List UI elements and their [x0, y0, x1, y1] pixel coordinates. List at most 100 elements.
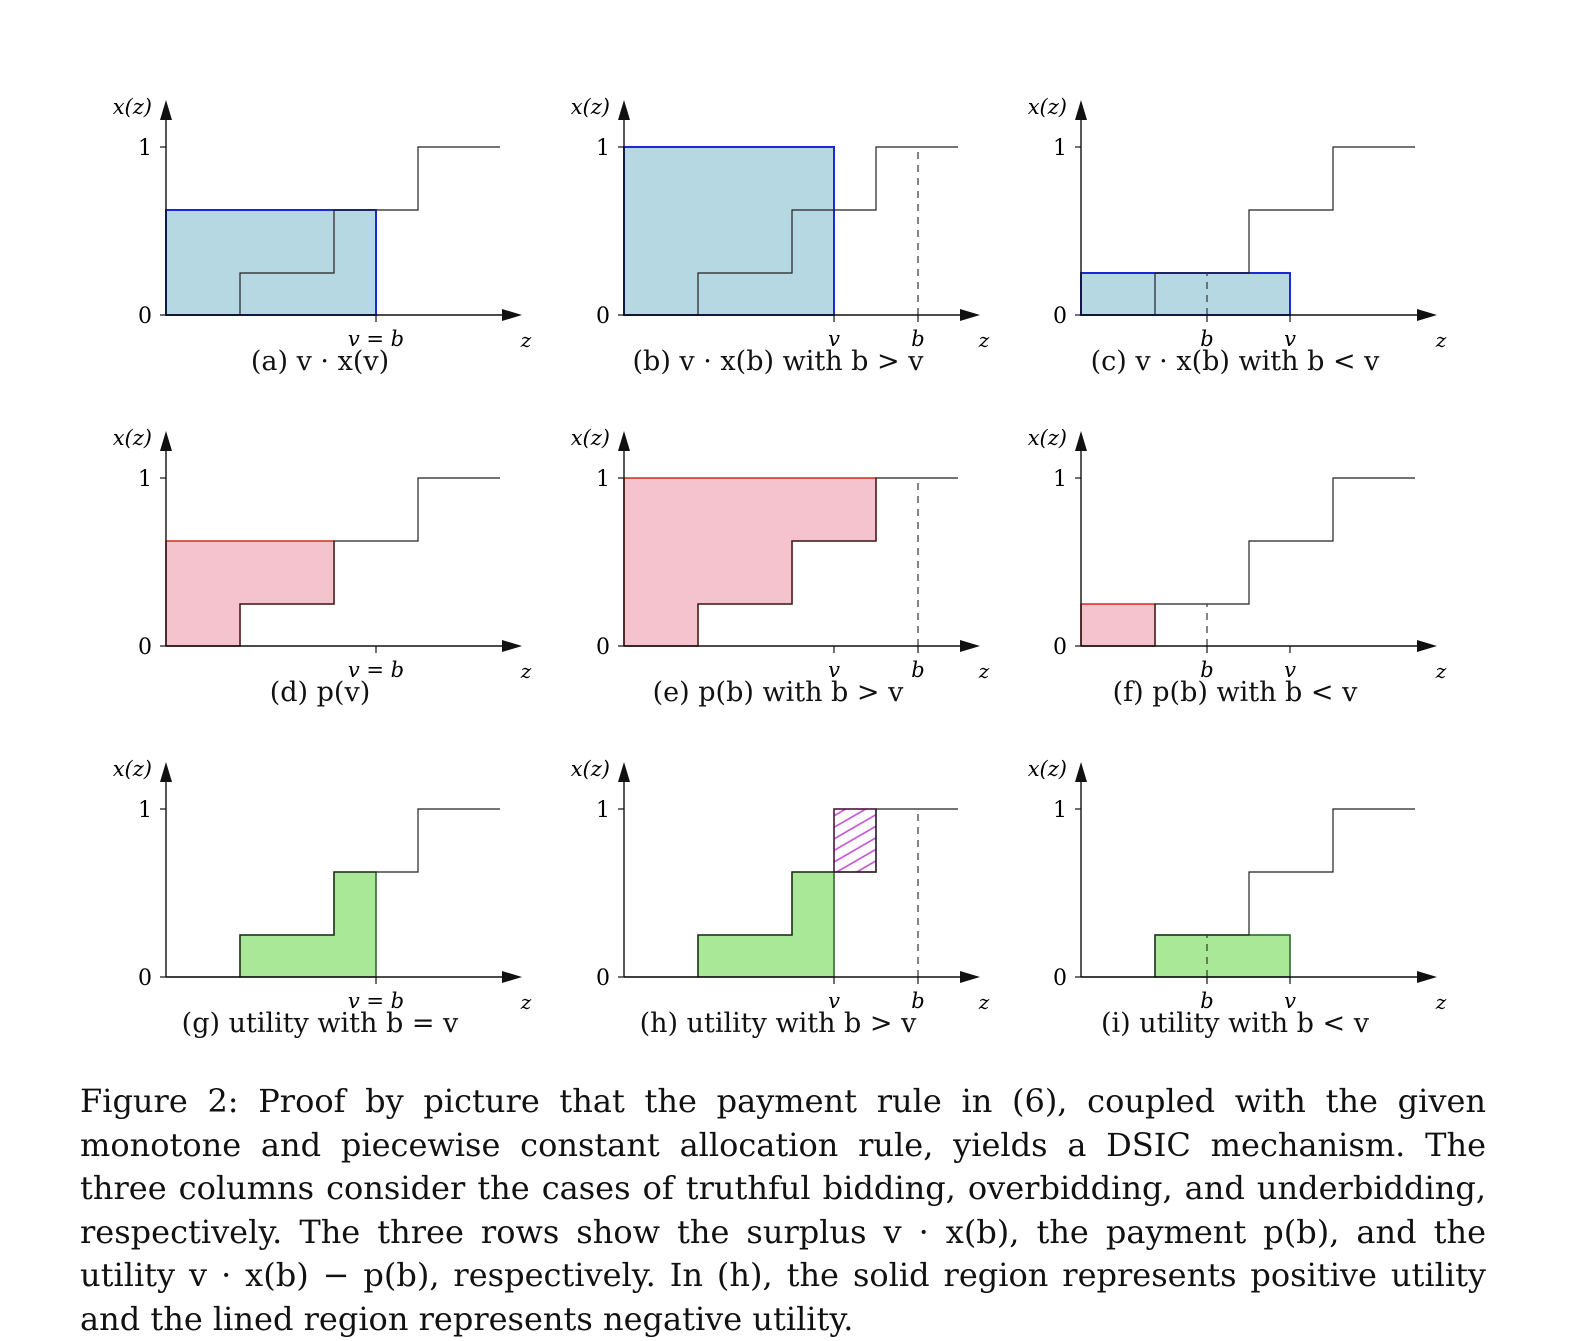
figure-grid: 0 1 x(z) z v = b (a) v · x(v) 0 1 x(z) z v b (b) v ·… — [80, 88, 1475, 1039]
x-axis-label: z — [520, 990, 532, 1014]
x-axis-arrow — [960, 309, 980, 321]
x-axis-arrow — [1417, 309, 1437, 321]
figure-caption: Figure 2: Proof by picture that the paym… — [80, 1080, 1486, 1341]
x-axis-label: z — [1435, 659, 1447, 683]
x-axis-label: z — [978, 328, 990, 352]
y-tick-label: 0 — [1053, 966, 1067, 991]
allocation-curve — [1081, 808, 1415, 978]
x-tick-label: v — [1284, 658, 1296, 682]
y-axis-label: x(z) — [571, 757, 610, 781]
figure-caption-text: Figure 2: Proof by picture that the paym… — [80, 1082, 1486, 1338]
payment-region — [1080, 603, 1156, 647]
panel-f-plot: 0 1 x(z) z b v — [1028, 426, 1447, 683]
x-tick-label: v — [1284, 327, 1296, 351]
y-axis-arrow — [1075, 762, 1087, 782]
utility-region — [1154, 934, 1291, 978]
y-tick-label: 1 — [1053, 467, 1067, 492]
y-axis-label: x(z) — [1028, 757, 1067, 781]
y-axis-label: x(z) — [113, 426, 152, 450]
panel-i: 0 1 x(z) z b v (i) utility with b < v — [995, 750, 1475, 1080]
panel-c: 0 1 x(z) z b v (c) v · x(b) with b < v — [995, 88, 1475, 418]
panel-caption: (b) v · x(b) with b > v — [632, 346, 924, 377]
y-tick-label: 1 — [1053, 136, 1067, 161]
x-tick-label: v — [828, 989, 840, 1013]
x-axis-label: z — [978, 659, 990, 683]
panel-g: 0 1 x(z) z v = b (g) utility with b = v — [80, 750, 560, 1080]
x-tick-label: v = b — [348, 989, 404, 1013]
y-axis-arrow — [1075, 431, 1087, 451]
y-tick-label: 1 — [138, 136, 152, 161]
y-axis-label: x(z) — [571, 426, 610, 450]
allocation-curve — [624, 808, 958, 978]
allocation-curve — [1081, 477, 1415, 647]
payment-region — [623, 477, 877, 647]
y-tick-label: 0 — [596, 304, 610, 329]
x-axis-arrow — [502, 640, 522, 652]
y-tick-label: 1 — [1053, 798, 1067, 823]
x-axis-label: z — [520, 659, 532, 683]
x-tick-label: v — [1284, 989, 1296, 1013]
panel-b-plot: 0 1 x(z) z v b — [571, 95, 990, 352]
negative-utility-region — [833, 808, 877, 873]
allocation-curve — [166, 477, 500, 647]
panel-caption: (a) v · x(v) — [250, 346, 390, 377]
panel-i-plot: 0 1 x(z) z b v — [1028, 757, 1447, 1014]
y-axis-arrow — [618, 100, 630, 120]
x-axis-label: z — [1435, 990, 1447, 1014]
allocation-curve — [1081, 146, 1415, 316]
y-axis-arrow — [618, 762, 630, 782]
allocation-curve — [166, 146, 500, 316]
panel-caption: (e) p(b) with b > v — [652, 677, 904, 708]
allocation-curve — [624, 477, 958, 647]
y-axis-label: x(z) — [113, 95, 152, 119]
panel-h-plot: 0 1 x(z) z v b — [571, 757, 990, 1014]
y-tick-label: 1 — [138, 798, 152, 823]
panel-h: 0 1 x(z) z v b (h) utility with b > v — [538, 750, 1018, 1080]
panel-c-plot: 0 1 x(z) z b v — [1028, 95, 1447, 352]
x-axis-arrow — [1417, 971, 1437, 983]
panel-caption: (g) utility with b = v — [181, 1008, 459, 1039]
allocation-curve — [166, 808, 500, 978]
x-tick-label: b — [1200, 327, 1213, 351]
y-tick-label: 0 — [1053, 304, 1067, 329]
x-axis-label: z — [1435, 328, 1447, 352]
y-axis-arrow — [160, 431, 172, 451]
y-tick-label: 0 — [596, 635, 610, 660]
y-axis-arrow — [160, 762, 172, 782]
y-tick-label: 0 — [138, 966, 152, 991]
y-axis-label: x(z) — [1028, 95, 1067, 119]
y-tick-label: 1 — [596, 467, 610, 492]
x-tick-label: b — [911, 327, 924, 351]
x-tick-label: v — [828, 327, 840, 351]
panel-d: 0 1 x(z) z v = b (d) p(v) — [80, 419, 560, 749]
surplus-region — [165, 209, 377, 316]
panel-caption: (i) utility with b < v — [1100, 1008, 1369, 1039]
x-tick-label: v — [828, 658, 840, 682]
x-tick-label: v = b — [348, 658, 404, 682]
y-axis-arrow — [1075, 100, 1087, 120]
surplus-region — [623, 146, 835, 316]
x-axis-label: z — [978, 990, 990, 1014]
x-tick-label: b — [1200, 658, 1213, 682]
y-tick-label: 0 — [596, 966, 610, 991]
y-tick-label: 1 — [596, 798, 610, 823]
panel-caption: (f) p(b) with b < v — [1112, 677, 1358, 708]
y-tick-label: 1 — [138, 467, 152, 492]
x-tick-label: b — [1200, 989, 1213, 1013]
allocation-curve — [624, 146, 958, 316]
surplus-region — [1080, 272, 1291, 316]
payment-region — [165, 540, 335, 647]
x-tick-label: b — [911, 658, 924, 682]
panel-e: 0 1 x(z) z v b (e) p(b) with b > v — [538, 419, 1018, 749]
x-axis-arrow — [960, 640, 980, 652]
utility-region — [239, 871, 377, 978]
panel-d-plot: 0 1 x(z) z v = b — [113, 426, 532, 683]
y-axis-label: x(z) — [113, 757, 152, 781]
y-axis-label: x(z) — [1028, 426, 1067, 450]
y-tick-label: 1 — [596, 136, 610, 161]
panel-a-plot: 0 1 x(z) z v = b — [113, 95, 532, 352]
panel-e-plot: 0 1 x(z) z v b — [571, 426, 990, 683]
y-tick-label: 0 — [1053, 635, 1067, 660]
panel-a: 0 1 x(z) z v = b (a) v · x(v) — [80, 88, 560, 418]
y-tick-label: 0 — [138, 635, 152, 660]
